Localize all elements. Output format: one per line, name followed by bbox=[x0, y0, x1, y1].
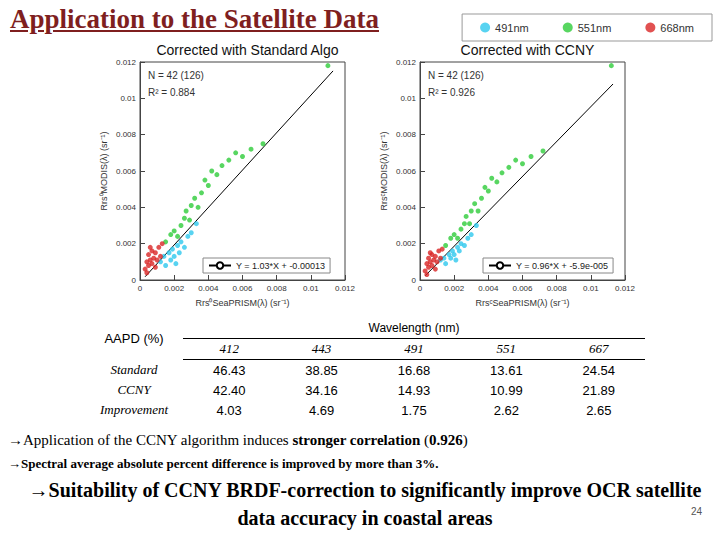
svg-text:Y = 0.96*X + -5.9e-005: Y = 0.96*X + -5.9e-005 bbox=[516, 261, 608, 271]
svg-text:0.002: 0.002 bbox=[116, 239, 137, 248]
html-text:14.93: 14.93 bbox=[397, 382, 431, 398]
html-text:2.65: 2.65 bbox=[586, 402, 612, 418]
html-text:34.16: 34.16 bbox=[305, 382, 338, 398]
html-text:2.62: 2.62 bbox=[493, 402, 519, 418]
svg-text:0: 0 bbox=[138, 284, 143, 293]
html-text:→Application of the CCNY algor: →Application of the CCNY algorithm induc… bbox=[8, 432, 468, 448]
html-text:24: 24 bbox=[690, 506, 702, 517]
svg-text:Y = 1.03*X + -0.00013: Y = 1.03*X + -0.00013 bbox=[236, 261, 325, 271]
html-text:10.99: 10.99 bbox=[490, 382, 523, 398]
svg-text:0.012: 0.012 bbox=[615, 284, 636, 293]
html-text:Standard: Standard bbox=[110, 361, 158, 377]
html-text:Wavelength (nm): Wavelength (nm) bbox=[368, 321, 460, 335]
svg-text:0.006: 0.006 bbox=[116, 167, 137, 176]
svg-text:0: 0 bbox=[132, 276, 137, 285]
html-text:16.68: 16.68 bbox=[397, 362, 431, 378]
html-text:21.89: 21.89 bbox=[582, 382, 615, 398]
svg-text:0.002: 0.002 bbox=[396, 239, 417, 248]
html-text:667: 667 bbox=[589, 341, 609, 356]
svg-text:0.006: 0.006 bbox=[512, 284, 533, 293]
svg-text:0.002: 0.002 bbox=[164, 284, 185, 293]
svg-text:0.008: 0.008 bbox=[267, 284, 288, 293]
svg-text:0.008: 0.008 bbox=[396, 130, 417, 139]
html-text:1.75: 1.75 bbox=[401, 402, 427, 418]
svg-text:0.002: 0.002 bbox=[444, 284, 465, 293]
svg-text:Rrs⁰SeaPRISM(λ) (sr⁻¹): Rrs⁰SeaPRISM(λ) (sr⁻¹) bbox=[196, 298, 290, 308]
svg-text:551nm: 551nm bbox=[578, 22, 612, 34]
svg-text:0: 0 bbox=[418, 284, 423, 293]
html-text:4.69: 4.69 bbox=[308, 402, 335, 418]
svg-text:Rrs⁰MODIS(λ) (sr⁻¹): Rrs⁰MODIS(λ) (sr⁻¹) bbox=[99, 132, 109, 211]
svg-text:0.004: 0.004 bbox=[116, 203, 137, 212]
html-text:CCNY: CCNY bbox=[117, 382, 151, 397]
html-text:Application to the Satellite D: Application to the Satellite Data bbox=[10, 4, 379, 34]
svg-text:0: 0 bbox=[412, 276, 417, 285]
html-text:24.54: 24.54 bbox=[582, 362, 615, 378]
svg-text:491nm: 491nm bbox=[495, 22, 529, 34]
svg-text:0.006: 0.006 bbox=[396, 167, 417, 176]
html-text:4.03: 4.03 bbox=[216, 402, 242, 418]
svg-text:0.01: 0.01 bbox=[583, 284, 599, 293]
html-text:491: 491 bbox=[404, 341, 424, 356]
svg-text:RrsᶜSeaPRISM(λ) (sr⁻¹): RrsᶜSeaPRISM(λ) (sr⁻¹) bbox=[475, 298, 569, 308]
svg-text:RrsᶜMODIS(λ) (sr⁻¹): RrsᶜMODIS(λ) (sr⁻¹) bbox=[379, 131, 389, 210]
svg-text:0.004: 0.004 bbox=[396, 203, 417, 212]
html-text:551: 551 bbox=[496, 341, 517, 356]
html-text:38.85: 38.85 bbox=[305, 362, 338, 378]
svg-text:668nm: 668nm bbox=[660, 22, 694, 34]
svg-text:N = 42 (126): N = 42 (126) bbox=[428, 70, 484, 81]
svg-text:R² = 0.926: R² = 0.926 bbox=[428, 87, 475, 98]
svg-text:0.006: 0.006 bbox=[232, 284, 253, 293]
svg-text:0.012: 0.012 bbox=[335, 284, 356, 293]
html-text:412: 412 bbox=[219, 341, 239, 356]
svg-text:Corrected with Standard Algo: Corrected with Standard Algo bbox=[156, 42, 338, 58]
html-text:→Suitability of CCNY BRDF-corr: →Suitability of CCNY BRDF-correction to … bbox=[28, 479, 702, 529]
svg-text:0.004: 0.004 bbox=[198, 284, 219, 293]
svg-text:Corrected with CCNY: Corrected with CCNY bbox=[461, 42, 595, 58]
html-text:13.61: 13.61 bbox=[490, 362, 523, 378]
html-text:46.43: 46.43 bbox=[212, 362, 246, 378]
svg-text:0.01: 0.01 bbox=[120, 94, 136, 103]
html-text:→Spectral average absolute per: →Spectral average absolute percent diffe… bbox=[8, 456, 439, 471]
svg-text:0.01: 0.01 bbox=[400, 94, 416, 103]
svg-text:R² = 0.884: R² = 0.884 bbox=[148, 87, 195, 98]
html-text:AAPD (%): AAPD (%) bbox=[104, 331, 164, 347]
html-text:443: 443 bbox=[311, 341, 332, 356]
svg-text:0.008: 0.008 bbox=[116, 130, 137, 139]
svg-text:0.012: 0.012 bbox=[116, 58, 137, 67]
svg-text:0.012: 0.012 bbox=[396, 58, 417, 67]
svg-text:0.008: 0.008 bbox=[547, 284, 568, 293]
svg-text:0.004: 0.004 bbox=[478, 284, 499, 293]
svg-text:N = 42 (126): N = 42 (126) bbox=[148, 70, 204, 81]
svg-text:0.01: 0.01 bbox=[303, 284, 319, 293]
html-text:42.40: 42.40 bbox=[212, 382, 246, 398]
html-text:Improvement: Improvement bbox=[99, 402, 168, 417]
